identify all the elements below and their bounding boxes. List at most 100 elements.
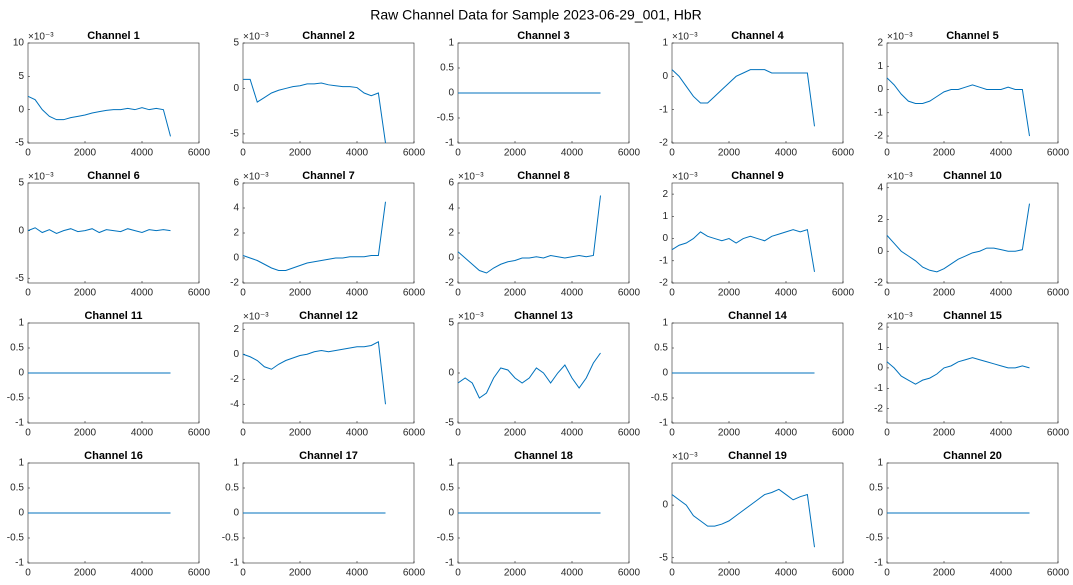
- exponent-label: ×10⁻³: [887, 172, 913, 183]
- axes-box: [886, 42, 1059, 144]
- x-tick-label: 4000: [131, 148, 154, 159]
- axes-box: [671, 462, 844, 564]
- subplot-title: Channel 16: [84, 450, 143, 462]
- y-tick-label: 0: [448, 368, 454, 379]
- x-tick-label: 2000: [718, 148, 741, 159]
- x-tick-label: 4000: [346, 288, 369, 299]
- y-tick-label: 0.5: [440, 63, 454, 74]
- x-tick-label: 6000: [1047, 148, 1070, 159]
- y-tick-label: -2: [874, 131, 883, 142]
- y-tick-label: 0: [448, 508, 454, 519]
- y-tick-label: 0: [233, 83, 239, 94]
- y-tick-label: 5: [18, 178, 24, 189]
- y-tick-label: -2: [230, 278, 239, 289]
- subplot-title: Channel 6: [87, 170, 140, 182]
- y-tick-label: -1: [659, 104, 668, 115]
- y-tick-label: 5: [448, 318, 454, 329]
- y-tick-label: -5: [15, 273, 24, 284]
- y-tick-label: 1: [877, 458, 883, 469]
- x-tick-label: 2000: [289, 428, 312, 439]
- x-tick-label: 6000: [403, 148, 426, 159]
- x-tick-label: 4000: [561, 288, 584, 299]
- x-tick-label: 2000: [289, 288, 312, 299]
- subplot-title: Channel 7: [302, 170, 355, 182]
- x-tick-label: 6000: [403, 568, 426, 579]
- y-tick-label: 4: [233, 203, 239, 214]
- axes-box: [27, 42, 200, 144]
- y-tick-label: 4: [877, 182, 883, 193]
- exponent-label: ×10⁻³: [243, 32, 269, 43]
- x-tick-label: 6000: [188, 148, 211, 159]
- subplot-title: Channel 4: [731, 30, 784, 42]
- y-tick-label: 4: [448, 203, 454, 214]
- y-tick-label: 0: [877, 508, 883, 519]
- x-tick-label: 4000: [346, 428, 369, 439]
- x-tick-label: 4000: [561, 568, 584, 579]
- y-tick-label: 2: [448, 228, 454, 239]
- x-tick-label: 2000: [289, 148, 312, 159]
- data-line: [243, 78, 386, 144]
- y-tick-label: -0.5: [437, 113, 455, 124]
- subplot-title: Channel 12: [299, 310, 358, 322]
- y-tick-label: 0: [18, 508, 24, 519]
- x-tick-label: 6000: [618, 288, 641, 299]
- x-tick-label: 6000: [1047, 288, 1070, 299]
- y-tick-label: 0: [448, 88, 454, 99]
- y-tick-label: -1: [874, 107, 883, 118]
- y-tick-label: -2: [659, 138, 668, 149]
- x-tick-label: 2000: [74, 428, 97, 439]
- y-tick-label: -5: [445, 418, 454, 429]
- exponent-label: ×10⁻³: [28, 172, 54, 183]
- y-tick-label: 0: [662, 233, 668, 244]
- y-tick-label: -2: [230, 374, 239, 385]
- data-line: [457, 195, 601, 274]
- y-tick-label: 2: [877, 214, 883, 225]
- y-tick-label: -1: [15, 558, 24, 569]
- y-tick-label: 1: [18, 458, 24, 469]
- subplot-title: Channel 8: [517, 170, 570, 182]
- subplot-title: Channel 18: [514, 450, 573, 462]
- x-tick-label: 4000: [561, 428, 584, 439]
- y-tick-label: 10: [13, 38, 25, 49]
- x-tick-label: 6000: [1047, 428, 1070, 439]
- x-tick-label: 0: [669, 428, 675, 439]
- x-tick-label: 6000: [618, 428, 641, 439]
- y-tick-label: 0: [18, 225, 24, 236]
- x-tick-label: 6000: [832, 568, 855, 579]
- x-tick-label: 2000: [74, 288, 97, 299]
- x-tick-label: 2000: [718, 288, 741, 299]
- x-tick-label: 4000: [990, 148, 1013, 159]
- x-tick-label: 0: [884, 568, 890, 579]
- x-tick-label: 2000: [933, 568, 956, 579]
- x-tick-label: 0: [884, 428, 890, 439]
- x-tick-label: 0: [240, 428, 246, 439]
- axes-box: [457, 182, 630, 284]
- x-tick-label: 4000: [131, 288, 154, 299]
- y-tick-label: -0.5: [437, 533, 455, 544]
- y-tick-label: 2: [662, 189, 668, 200]
- y-tick-label: -2: [445, 278, 454, 289]
- exponent-label: ×10⁻³: [672, 32, 698, 43]
- y-tick-label: 2: [233, 228, 239, 239]
- y-tick-label: -5: [659, 552, 668, 563]
- y-tick-label: 0.5: [869, 483, 883, 494]
- x-tick-label: 6000: [832, 148, 855, 159]
- y-tick-label: 1: [18, 318, 24, 329]
- y-tick-label: -0.5: [7, 533, 25, 544]
- y-tick-label: 0: [662, 368, 668, 379]
- x-tick-label: 4000: [775, 568, 798, 579]
- y-tick-label: 6: [448, 178, 454, 189]
- data-line: [27, 95, 171, 137]
- x-tick-label: 6000: [832, 428, 855, 439]
- data-line: [886, 357, 1030, 385]
- y-tick-label: 0: [18, 104, 24, 115]
- x-tick-label: 4000: [990, 288, 1013, 299]
- x-tick-label: 2000: [289, 568, 312, 579]
- x-tick-label: 0: [25, 288, 31, 299]
- subplot-title: Channel 20: [943, 450, 1002, 462]
- x-tick-label: 6000: [188, 428, 211, 439]
- axes-box: [886, 182, 1059, 284]
- axes-box: [671, 182, 844, 284]
- x-tick-label: 0: [884, 148, 890, 159]
